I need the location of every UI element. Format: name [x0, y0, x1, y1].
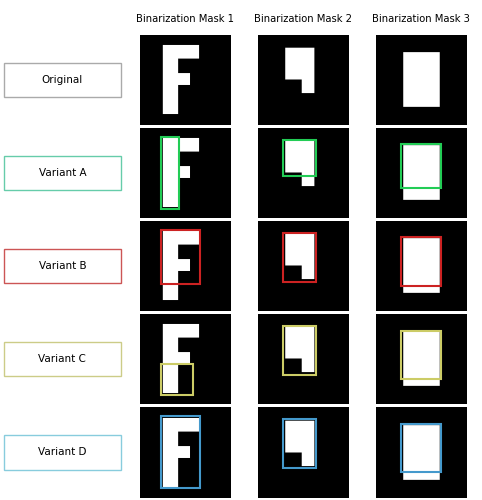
- Text: Binarization Mask 2: Binarization Mask 2: [254, 14, 352, 24]
- Bar: [161, 137, 179, 209]
- Text: Variant C: Variant C: [39, 354, 86, 364]
- Bar: [283, 140, 316, 176]
- Bar: [401, 238, 441, 286]
- Text: Variant D: Variant D: [38, 448, 87, 458]
- Bar: [401, 330, 441, 379]
- Text: Original: Original: [42, 75, 83, 85]
- Bar: [401, 144, 441, 188]
- Text: Variant A: Variant A: [39, 168, 86, 178]
- Bar: [283, 419, 316, 468]
- Bar: [283, 326, 316, 374]
- Text: Variant B: Variant B: [39, 261, 86, 271]
- Text: Binarization Mask 3: Binarization Mask 3: [372, 14, 469, 24]
- Bar: [161, 364, 193, 396]
- Bar: [401, 424, 441, 472]
- Bar: [161, 416, 201, 488]
- Bar: [283, 233, 316, 281]
- Text: Binarization Mask 1: Binarization Mask 1: [136, 14, 234, 24]
- Bar: [161, 230, 201, 284]
